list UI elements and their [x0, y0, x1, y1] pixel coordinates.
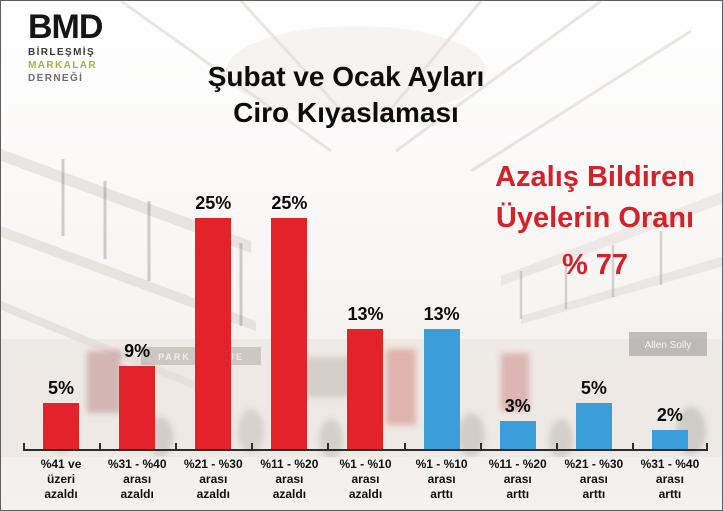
chart-column: 3% [480, 199, 556, 449]
bar [575, 403, 612, 449]
x-axis-label-line: %21 - %30 [183, 457, 243, 471]
logo-line-markalar: MARKALAR [28, 60, 97, 71]
x-axis-label-line: arası [123, 472, 152, 486]
x-axis-label: %21 - %30 arası azaldı [175, 451, 251, 502]
bar [499, 421, 536, 449]
x-axis-label-line: %11 - %20 [488, 457, 547, 471]
annotation-line2: Üyelerin Oranı [495, 202, 695, 235]
x-axis-label: %31 - %40 arası arttı [632, 451, 708, 502]
x-axis-label: %11 - %20 arası arttı [480, 451, 556, 502]
x-axis-label: %21 - %30 arası arttı [556, 451, 632, 502]
x-axis-label-line: azaldı [120, 487, 154, 501]
axis-tick [327, 443, 330, 451]
bar [271, 218, 308, 449]
chart-column: 13% [404, 199, 480, 449]
x-axis-label-line: arası [199, 472, 228, 486]
x-axis-label-line: %21 - %30 [564, 457, 624, 471]
x-axis-labels: %41 ve üzeri azaldı %31 - %40 arası azaldı %21… [23, 451, 708, 502]
x-axis-label-line: %1 - %10 [415, 457, 468, 471]
bar [423, 329, 460, 449]
x-axis-label-line: arası [351, 472, 380, 486]
bar-value-label: 5% [580, 378, 607, 398]
bar [43, 403, 80, 449]
x-axis-label-line: azaldı [196, 487, 230, 501]
chart-column: 13% [327, 199, 403, 449]
x-axis-label-line: arası [427, 472, 456, 486]
annotation-line1: Azalış Bildiren [495, 161, 695, 193]
ceiling-beams [120, 1, 692, 173]
x-axis-label-line: %1 - %10 [339, 457, 392, 471]
bar-chart: 5% 9% 25% 25% 13% 13% 3% 5% 2% %41 ve üzeri azaldı… [23, 193, 708, 502]
x-axis-label: %1 - %10 arası azaldı [327, 451, 403, 502]
annotation-percentage: % 77 [561, 249, 629, 282]
x-axis-label-line: azaldı [348, 487, 383, 501]
x-axis-label-line: arası [275, 472, 304, 486]
bar-value-label: 25% [271, 193, 308, 213]
x-axis-label-line: %31 - %40 [107, 457, 167, 471]
x-axis-label: %31 - %40 arası azaldı [99, 451, 175, 502]
bar-value-label: 9% [124, 341, 151, 361]
bar-value-label: 25% [195, 193, 232, 213]
logo-acronym: BMD [28, 8, 103, 46]
right-balconies [501, 191, 722, 324]
allen-solly-sign [629, 332, 707, 356]
x-axis-label-line: arası [655, 472, 684, 486]
axis-tick [251, 443, 254, 451]
axis-tick [555, 443, 558, 451]
x-axis-label-line: azaldı [272, 487, 307, 501]
axis-tick [23, 443, 25, 451]
x-axis-label-line: üzeri [47, 472, 76, 486]
bar [195, 218, 232, 449]
atrium-ceiling [226, 26, 486, 116]
bar-value-label: 2% [656, 405, 683, 425]
chart-column: 2% [632, 199, 708, 449]
axis-tick [403, 443, 406, 451]
x-axis-label-line: arttı [506, 487, 530, 501]
allen-solly-sign-text: Allen Solly [645, 340, 692, 351]
x-axis-label-line: azaldı [44, 487, 78, 501]
x-axis-label-line: arttı [658, 487, 682, 501]
annotation-decrease-share: Azalış Bildiren Üyelerin Oranı % 77 [469, 157, 721, 287]
bmd-logo: BMD BİRLEŞMİŞ MARKALAR DERNEĞİ [28, 8, 103, 85]
bar-value-label: 3% [504, 396, 531, 416]
logo-line-dernegi: DERNEĞİ [28, 73, 84, 84]
x-axis-label: %41 ve üzeri azaldı [23, 451, 99, 502]
axis-tick [706, 443, 708, 451]
axis-tick [175, 443, 178, 451]
bar-value-label: 13% [347, 304, 384, 324]
bar [119, 366, 156, 449]
chart-title-line2: Ciro Kıyaslaması [233, 97, 459, 129]
x-axis-label-line: arası [503, 472, 532, 486]
axis-tick [631, 443, 634, 451]
bar-value-label: 13% [423, 304, 460, 324]
bar-chart-plot: 5% 9% 25% 25% 13% 13% 3% 5% 2% [23, 193, 708, 449]
logo-line-birlesmis: BİRLEŞMİŞ [28, 47, 96, 58]
axis-tick [99, 443, 102, 451]
x-axis-label-line: %41 ve [40, 457, 82, 471]
mall-floor [1, 457, 722, 510]
x-axis-label-line: arttı [430, 487, 453, 501]
right-railing-posts [519, 231, 663, 319]
axis-tick [479, 443, 482, 451]
x-axis-label-line: arttı [582, 487, 606, 501]
x-axis-label: %11 - %20 arası azaldı [251, 451, 327, 502]
x-axis-label-line: arası [579, 472, 608, 486]
chart-title: Şubat ve Ocak Ayları Ciro Kıyaslaması [151, 59, 541, 132]
bar [347, 329, 384, 449]
chart-column: 9% [99, 199, 175, 449]
x-axis [23, 443, 708, 451]
chart-column: 5% [23, 199, 99, 449]
x-axis-label-line: %11 - %20 [260, 457, 319, 471]
x-axis-label: %1 - %10 arası arttı [404, 451, 480, 502]
chart-column: 25% [251, 193, 327, 449]
bar [651, 430, 688, 449]
chart-column: 25% [175, 193, 251, 449]
chart-column: 5% [556, 199, 632, 449]
bar-value-label: 5% [48, 378, 75, 398]
x-axis-label-line: %31 - %40 [640, 457, 700, 471]
chart-title-line1: Şubat ve Ocak Ayları [207, 61, 485, 92]
